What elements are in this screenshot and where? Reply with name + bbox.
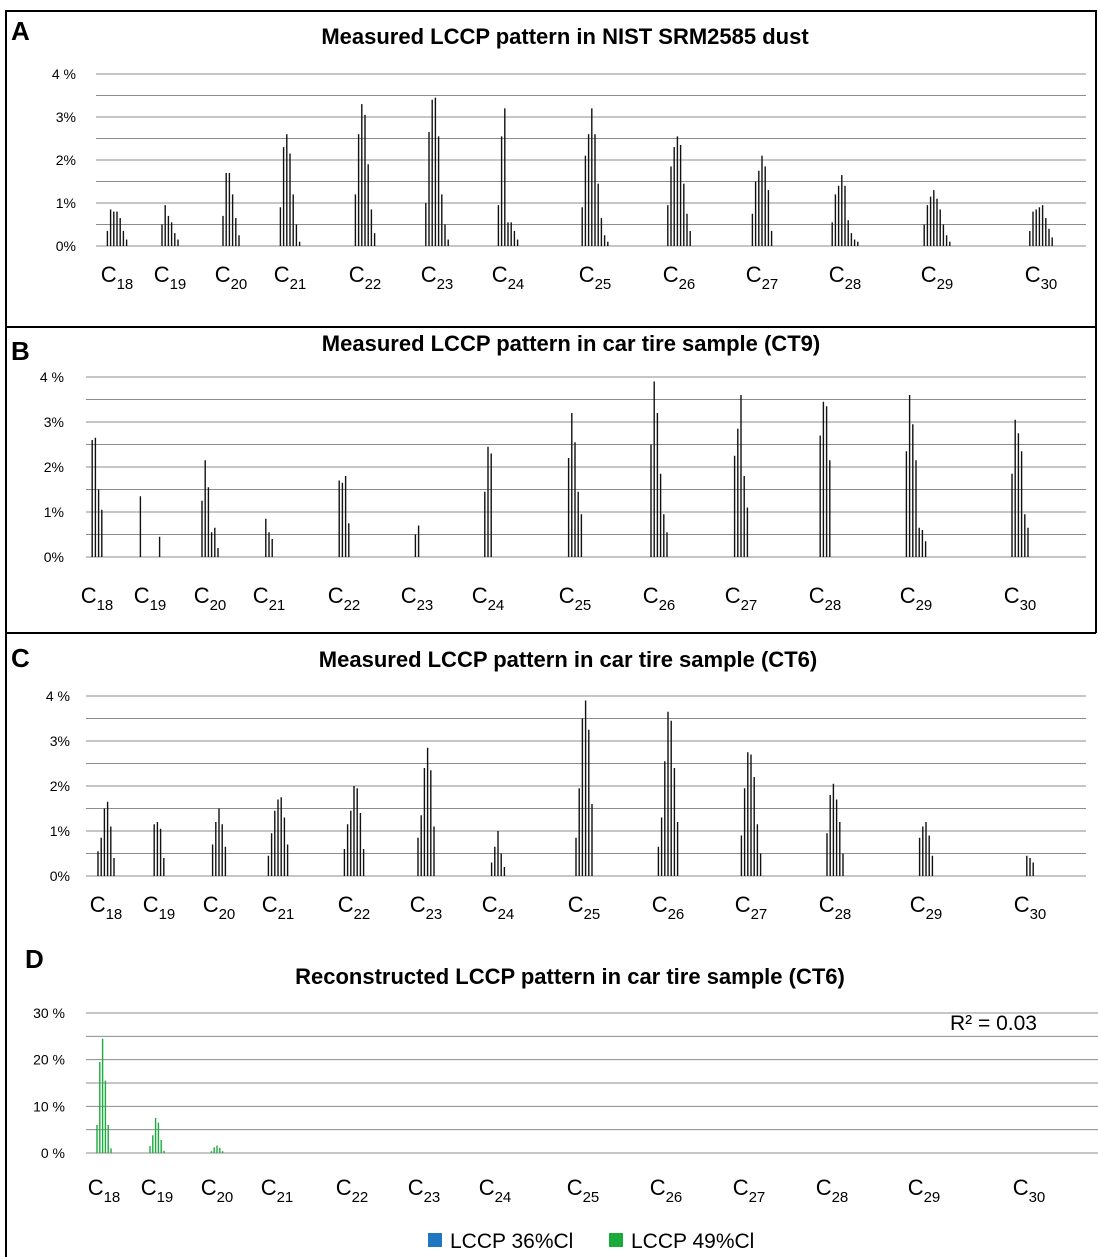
category-label: C20 [215,262,248,293]
panel-letter-d: D [25,944,44,974]
category-label: C28 [809,583,842,614]
category-label: C22 [336,1175,369,1206]
category-label: C19 [134,583,167,614]
category-label: C30 [1013,1175,1046,1206]
y-tick-label: 1% [56,195,76,211]
category-label: C25 [579,262,612,293]
category-label: C25 [559,583,592,614]
y-tick-label: 20 % [33,1052,65,1068]
category-label: C21 [261,1175,294,1206]
legend-label-49cl: LCCP 49%Cl [631,1230,754,1253]
panel-letter-a: A [11,16,30,46]
panel-a: A Measured LCCP pattern in NIST SRM2585 … [11,16,1086,293]
plot-area-c: 0% 1% 2% 3% 4 % C18 C19 C20 C21 C22 C23 C24 C25 C26 C2… [46,688,1086,923]
y-tick-label: 1% [44,504,64,520]
plot-area-d: 0 % 10 % 20 % 30 % C18 C19 C20 C21 C22 C23 C24 C25 C… [33,1005,1098,1206]
plot-area-b: 0% 1% 2% 3% 4 % C18 C19 C20 C21 C22 C23 C24 C25 C26 C2… [40,369,1086,614]
category-label: C24 [479,1175,512,1206]
y-tick-label: 30 % [33,1005,65,1021]
y-tick-label: 3% [56,109,76,125]
r-squared-annotation: R² = 0.03 [950,1012,1037,1035]
category-label: C25 [567,1175,600,1206]
category-label: C23 [410,892,443,923]
category-label: C20 [194,583,227,614]
y-tick-label: 0% [56,238,76,254]
legend-swatch-36cl [428,1233,442,1247]
chart-title-c: Measured LCCP pattern in car tire sample… [319,647,817,672]
y-tick-label: 2% [56,152,76,168]
category-label: C26 [643,583,676,614]
chart-title-b: Measured LCCP pattern in car tire sample… [322,331,820,356]
category-label: C28 [829,262,862,293]
category-label: C22 [328,583,361,614]
chart-title-a: Measured LCCP pattern in NIST SRM2585 du… [321,24,809,49]
category-label: C21 [274,262,307,293]
category-label: C18 [101,262,134,293]
panel-c: C Measured LCCP pattern in car tire samp… [11,643,1086,923]
y-tick-label: 4 % [40,369,64,385]
category-label: C21 [262,892,295,923]
category-label: C27 [733,1175,766,1206]
panel-frames [5,10,1097,1257]
category-label: C28 [819,892,852,923]
category-label: C19 [154,262,187,293]
y-tick-label: 2% [50,778,70,794]
plot-area-a: 0% 1% 2% 3% 4 % C18 C19 C20 C21 C22 C23 C24 C25 C26 C2… [52,66,1086,293]
category-label: C23 [421,262,454,293]
category-label: C20 [203,892,236,923]
category-label: C30 [1025,262,1058,293]
category-label: C18 [81,583,114,614]
category-label: C18 [88,1175,121,1206]
category-label: C22 [349,262,382,293]
legend-label-36cl: LCCP 36%Cl [450,1230,573,1253]
legend-swatch-49cl [609,1233,623,1247]
category-label: C24 [472,583,505,614]
category-label: C30 [1014,892,1047,923]
y-tick-label: 0% [50,868,70,884]
y-tick-label: 2% [44,459,64,475]
category-label: C27 [735,892,768,923]
legend: LCCP 36%Cl LCCP 49%Cl [428,1230,754,1253]
category-label: C23 [401,583,434,614]
category-label: C24 [482,892,515,923]
category-label: C29 [908,1175,941,1206]
y-tick-label: 4 % [52,66,76,82]
category-label: C19 [141,1175,174,1206]
category-label: C27 [746,262,779,293]
category-label: C27 [725,583,758,614]
category-label: C28 [816,1175,849,1206]
category-label: C20 [201,1175,234,1206]
y-tick-label: 3% [50,733,70,749]
category-label: C26 [650,1175,683,1206]
category-label: C25 [568,892,601,923]
y-tick-label: 0 % [41,1145,65,1161]
category-label: C22 [338,892,371,923]
category-label: C18 [90,892,123,923]
panel-b: B Measured LCCP pattern in car tire samp… [11,331,1086,614]
panel-d: D Reconstructed LCCP pattern in car tire… [25,944,1098,1253]
category-label: C24 [492,262,525,293]
category-label: C21 [253,583,286,614]
category-label: C30 [1004,583,1037,614]
panel-letter-b: B [11,336,30,366]
category-label: C23 [408,1175,441,1206]
category-label: C26 [663,262,696,293]
y-tick-label: 0% [44,549,64,565]
y-tick-label: 10 % [33,1098,65,1114]
category-label: C29 [900,583,933,614]
category-label: C19 [143,892,176,923]
y-tick-label: 3% [44,414,64,430]
category-label: C29 [910,892,943,923]
chart-title-d: Reconstructed LCCP pattern in car tire s… [295,964,845,989]
category-label: C26 [652,892,685,923]
category-label: C29 [921,262,954,293]
y-tick-label: 4 % [46,688,70,704]
panel-letter-c: C [11,643,30,673]
y-tick-label: 1% [50,823,70,839]
